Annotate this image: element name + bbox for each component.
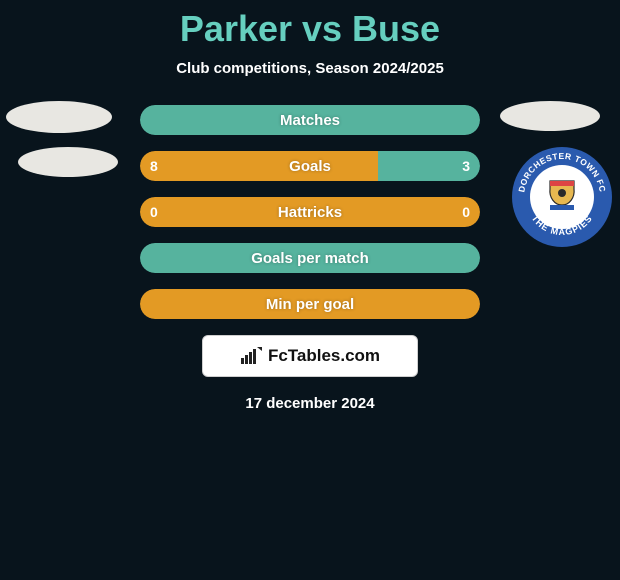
bar-segment-left bbox=[140, 151, 378, 181]
stat-bar: Min per goal bbox=[140, 289, 480, 319]
bar-value-right: 3 bbox=[462, 151, 470, 181]
bar-value-left: 8 bbox=[150, 151, 158, 181]
attribution-badge: FcTables.com bbox=[202, 335, 418, 377]
avatar-oval bbox=[500, 101, 600, 131]
comparison-chart: DORCHESTER TOWN FC THE MAGPIES Matches Go… bbox=[0, 105, 620, 412]
stat-bar: Matches bbox=[140, 105, 480, 135]
stat-bar: Goals per match bbox=[140, 243, 480, 273]
bar-chart-icon bbox=[240, 347, 262, 365]
bar-segment bbox=[140, 105, 480, 135]
avatar-oval bbox=[18, 147, 118, 177]
subtitle: Club competitions, Season 2024/2025 bbox=[0, 60, 620, 77]
club-badge-icon: DORCHESTER TOWN FC THE MAGPIES bbox=[510, 145, 614, 249]
snapshot-date: 17 december 2024 bbox=[0, 395, 620, 412]
page-title: Parker vs Buse bbox=[0, 0, 620, 50]
stat-bar: Goals83 bbox=[140, 151, 480, 181]
bars-container: MatchesGoals83Hattricks00Goals per match… bbox=[140, 105, 480, 319]
player-left-avatar bbox=[6, 101, 116, 191]
stat-bar: Hattricks00 bbox=[140, 197, 480, 227]
bar-segment bbox=[140, 289, 480, 319]
bar-value-right: 0 bbox=[462, 197, 470, 227]
avatar-oval bbox=[6, 101, 112, 133]
attribution-text: FcTables.com bbox=[268, 346, 380, 366]
bar-segment bbox=[140, 197, 480, 227]
bar-value-left: 0 bbox=[150, 197, 158, 227]
bar-segment bbox=[140, 243, 480, 273]
